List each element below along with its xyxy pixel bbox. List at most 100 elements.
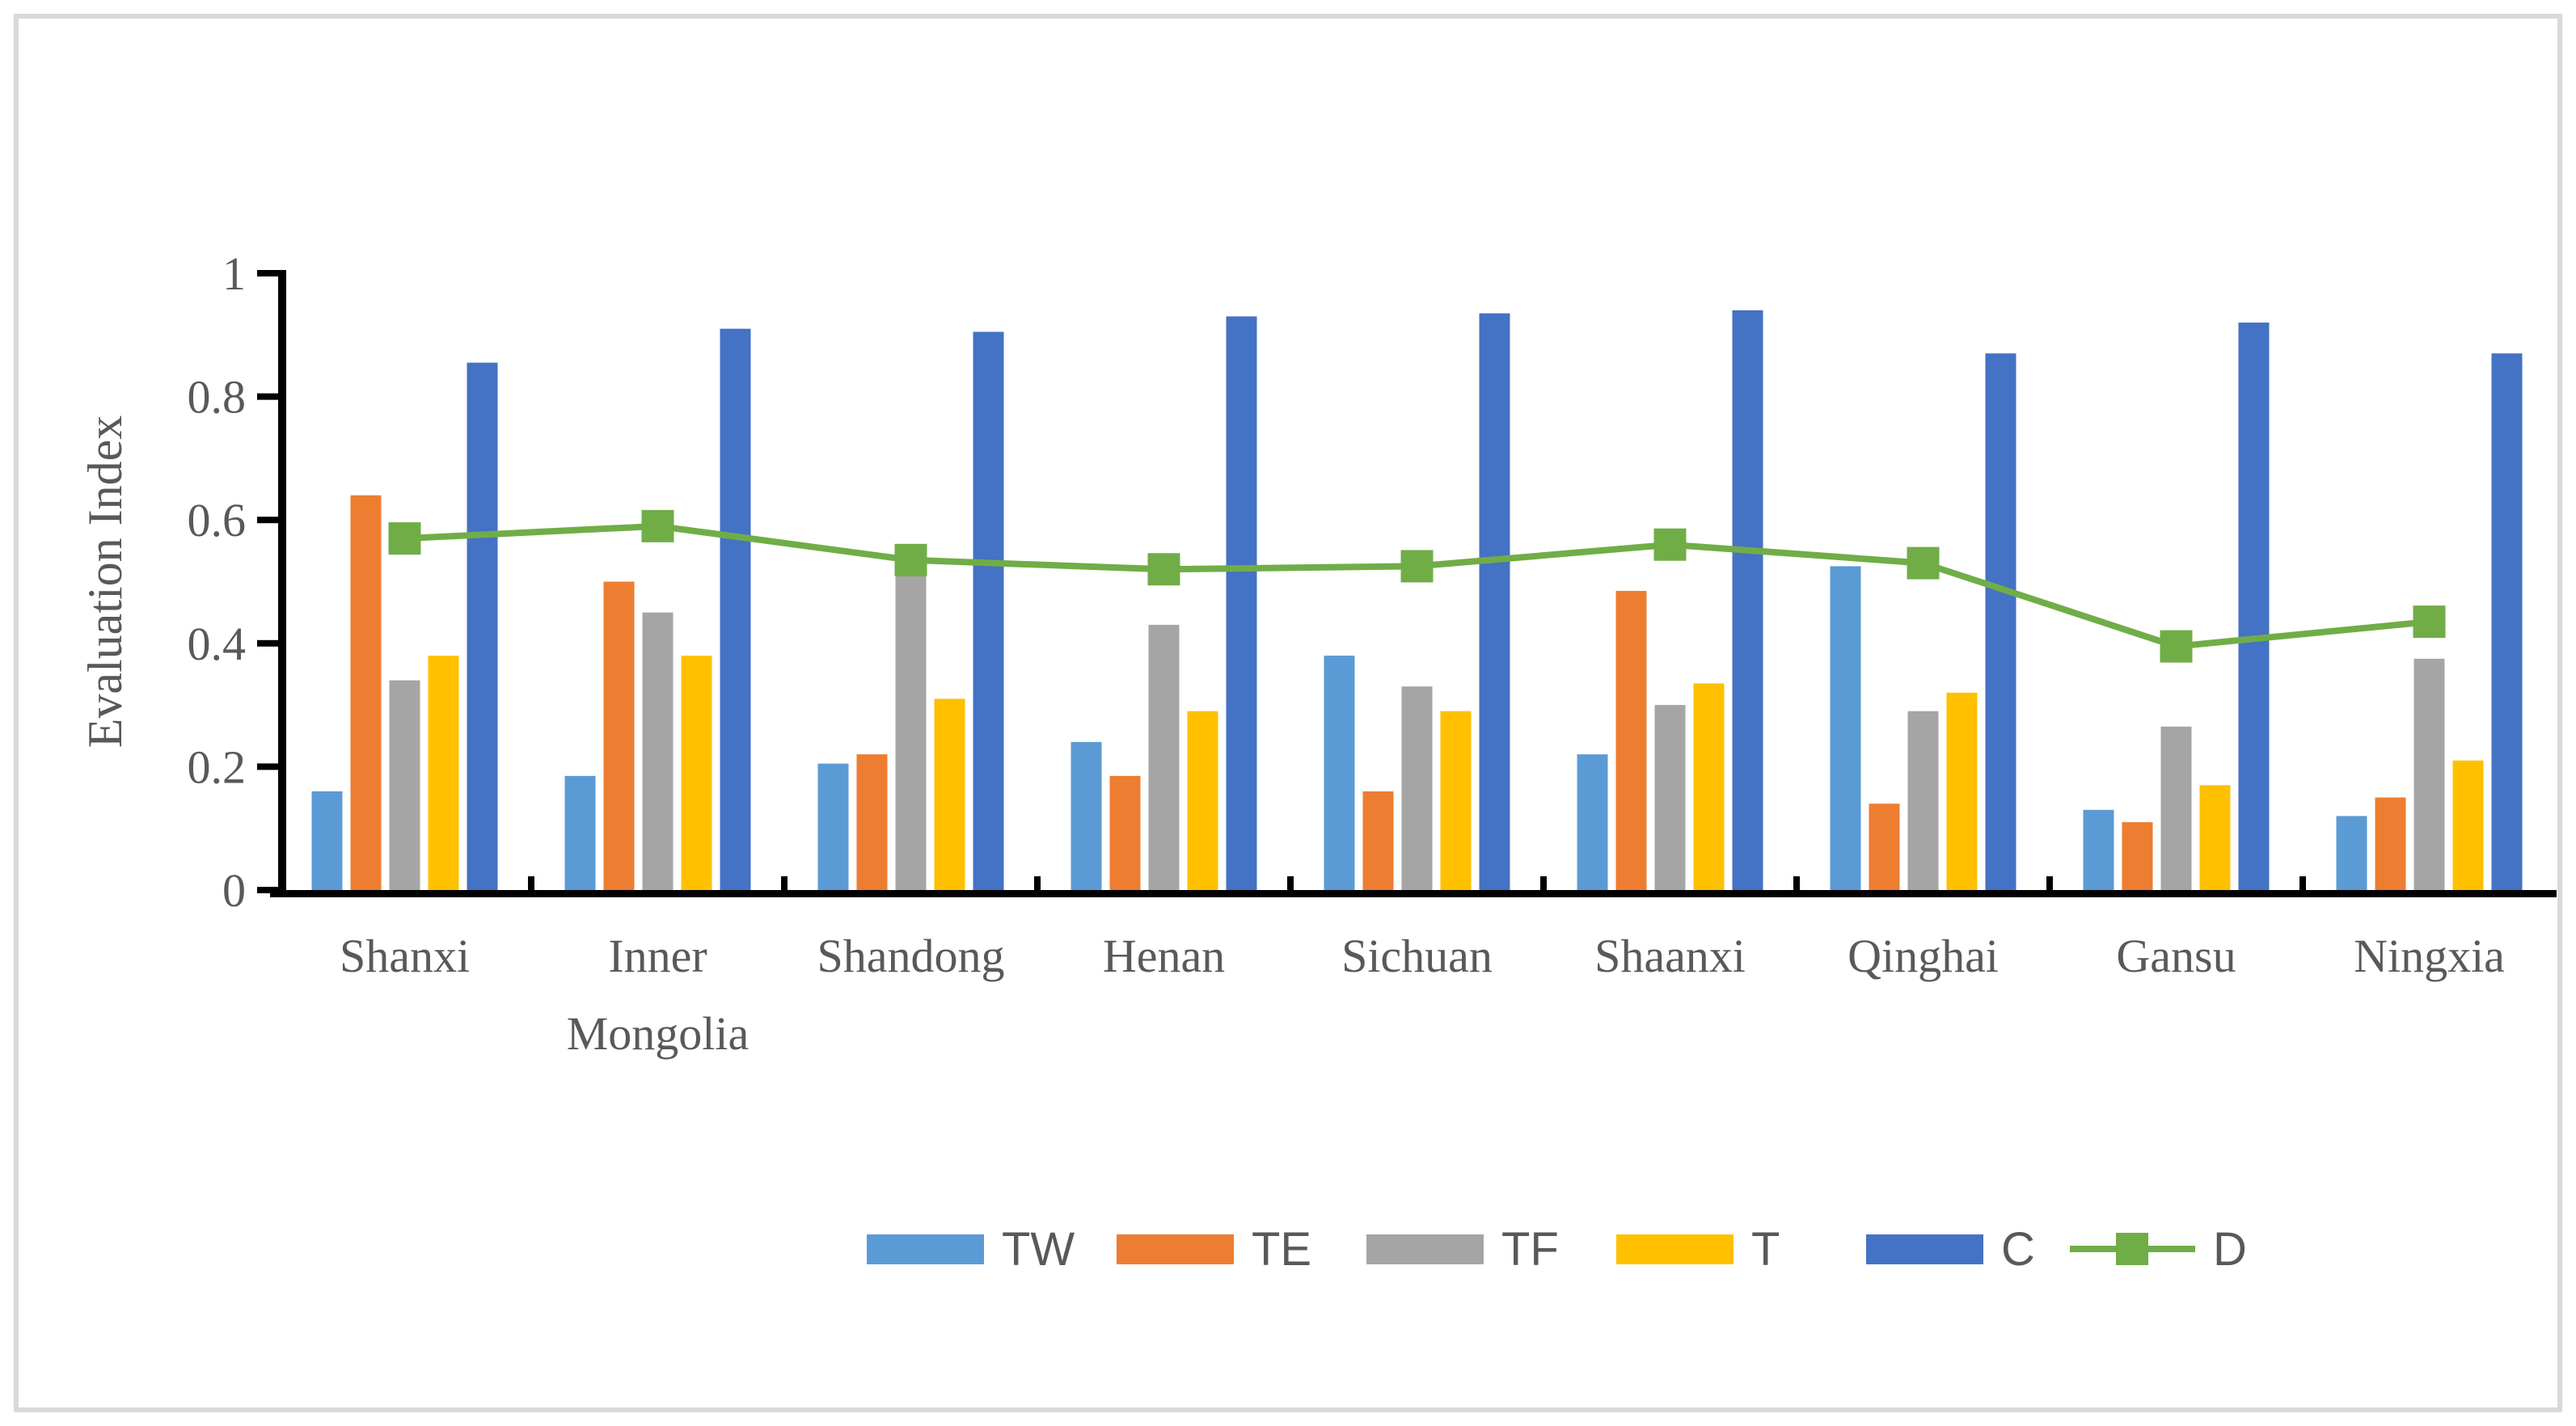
legend-label-d: D xyxy=(2213,1222,2247,1276)
x-category-label-shandong: Shandong xyxy=(817,930,1005,982)
y-tick-label-0: 0 xyxy=(222,864,246,917)
bar-te-qinghai xyxy=(1869,804,1900,890)
y-tick-label-1: 1 xyxy=(222,247,246,300)
bar-c-henan xyxy=(1226,316,1257,890)
line-marker-d-ningxia xyxy=(2413,605,2446,639)
legend-item-d: D xyxy=(2070,1217,2247,1281)
bar-te-henan xyxy=(1109,775,1141,890)
x-category-label-inner-mongolia-line1: Inner xyxy=(608,930,707,982)
x-category-label-ningxia: Ningxia xyxy=(2354,930,2505,982)
bar-t-shandong xyxy=(934,698,965,890)
x-category-label-inner-mongolia-line2: Mongolia xyxy=(567,1007,750,1060)
legend-item-t: T xyxy=(1616,1217,1780,1281)
legend-label-tw: TW xyxy=(1002,1222,1075,1276)
bar-te-shandong xyxy=(856,754,888,890)
y-tick-0.2 xyxy=(257,763,278,770)
bar-c-shandong xyxy=(973,331,1004,890)
bar-te-ningxia xyxy=(2375,797,2406,890)
line-marker-d-henan xyxy=(1147,553,1180,586)
line-marker-d-shanxi xyxy=(388,522,421,555)
bar-t-shanxi xyxy=(428,656,459,890)
legend-item-tf: TF xyxy=(1366,1217,1559,1281)
bar-tw-shaanxi xyxy=(1577,754,1608,890)
x-category-label-shanxi: Shanxi xyxy=(340,930,470,982)
bar-tf-henan xyxy=(1148,624,1180,890)
bar-c-qinghai xyxy=(1985,353,2016,890)
legend-swatch-tw xyxy=(867,1234,984,1264)
bar-tw-sichuan xyxy=(1324,656,1355,890)
bar-tw-gansu xyxy=(2083,809,2114,890)
y-tick-label-0.8: 0.8 xyxy=(188,371,247,424)
line-marker-d-gansu xyxy=(2160,630,2193,663)
line-marker-d-inner-mongolia xyxy=(641,509,674,542)
legend: TW TE TF T C D xyxy=(0,1217,2576,1281)
y-axis-line xyxy=(278,270,286,897)
bar-t-shaanxi xyxy=(1693,683,1725,890)
bar-tf-shaanxi xyxy=(1654,705,1686,890)
bar-tw-shanxi xyxy=(311,791,343,890)
legend-line-marker-sample xyxy=(2070,1233,2195,1265)
bar-tw-inner-mongolia xyxy=(564,775,596,890)
x-tick-5 xyxy=(1540,876,1547,890)
x-tick-7 xyxy=(2046,876,2053,890)
y-axis-title: Evaluation Index xyxy=(78,416,132,749)
legend-swatch-tf xyxy=(1366,1234,1484,1264)
bar-te-shanxi xyxy=(350,495,382,890)
x-category-label-sichuan: Sichuan xyxy=(1341,930,1493,982)
bar-tf-qinghai xyxy=(1907,711,1939,890)
x-tick-2 xyxy=(781,876,788,890)
y-tick-label-0.6: 0.6 xyxy=(188,494,247,546)
legend-swatch-te xyxy=(1117,1234,1234,1264)
bar-tf-gansu xyxy=(2160,726,2192,890)
line-marker-d-shaanxi xyxy=(1653,528,1687,561)
line-marker-d-qinghai xyxy=(1907,546,1940,580)
y-tick-0.8 xyxy=(257,393,278,400)
legend-d-marker xyxy=(2116,1233,2148,1265)
x-tick-4 xyxy=(1287,876,1294,890)
legend-label-te: TE xyxy=(1252,1222,1312,1276)
bar-c-ningxia xyxy=(2491,353,2523,890)
legend-swatch-t xyxy=(1616,1234,1734,1264)
x-category-label-henan: Henan xyxy=(1103,930,1225,982)
bar-tf-sichuan xyxy=(1401,686,1433,890)
x-axis-line xyxy=(270,890,2557,897)
x-category-label-shaanxi: Shaanxi xyxy=(1594,930,1746,982)
bar-c-shanxi xyxy=(467,362,498,890)
legend-label-tf: TF xyxy=(1501,1222,1559,1276)
x-tick-3 xyxy=(1034,876,1041,890)
x-tick-1 xyxy=(528,876,534,890)
bar-te-shaanxi xyxy=(1615,590,1647,890)
legend-label-c: C xyxy=(2001,1222,2035,1276)
bar-t-inner-mongolia xyxy=(681,656,712,890)
bar-tw-shandong xyxy=(817,763,849,890)
bar-t-sichuan xyxy=(1440,711,1472,890)
line-marker-d-sichuan xyxy=(1400,550,1434,583)
bar-tw-ningxia xyxy=(2336,816,2367,890)
line-marker-d-shandong xyxy=(894,543,927,576)
bar-tf-shanxi xyxy=(389,680,420,890)
legend-label-t: T xyxy=(1751,1222,1780,1276)
bar-te-inner-mongolia xyxy=(603,581,635,890)
y-tick-1 xyxy=(257,270,278,276)
line-series-d xyxy=(404,522,2430,650)
bar-c-sichuan xyxy=(1479,313,1510,891)
legend-swatch-c xyxy=(1866,1234,1983,1264)
x-category-label-gansu: Gansu xyxy=(2116,930,2236,982)
bar-tf-ningxia xyxy=(2413,658,2445,890)
legend-item-c: C xyxy=(1866,1217,2035,1281)
x-tick-8 xyxy=(2299,876,2306,890)
bar-tf-inner-mongolia xyxy=(642,612,674,890)
bar-tf-shandong xyxy=(895,575,927,890)
y-tick-0 xyxy=(257,887,278,893)
bar-t-qinghai xyxy=(1946,692,1978,890)
x-tick-6 xyxy=(1793,876,1800,890)
bar-t-ningxia xyxy=(2452,760,2484,890)
bar-c-gansu xyxy=(2238,323,2270,890)
x-category-label-qinghai: Qinghai xyxy=(1848,930,1999,982)
y-tick-0.6 xyxy=(257,517,278,524)
legend-item-tw: TW xyxy=(867,1217,1075,1281)
legend-item-te: TE xyxy=(1117,1217,1311,1281)
bar-t-henan xyxy=(1187,711,1218,890)
